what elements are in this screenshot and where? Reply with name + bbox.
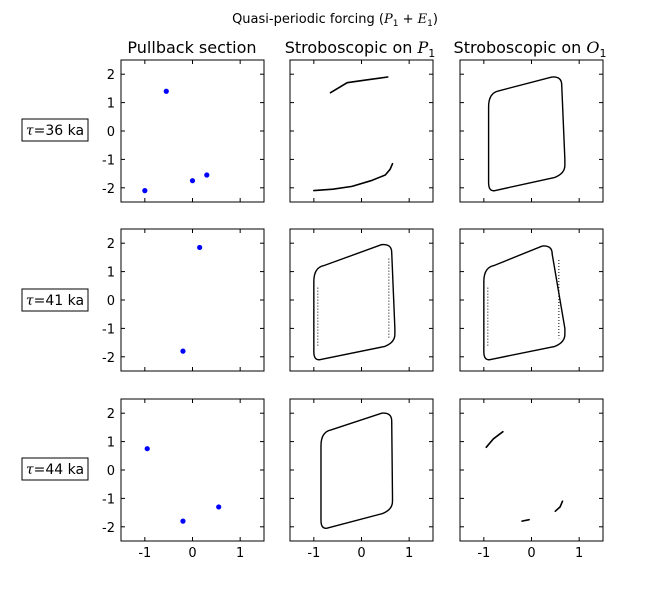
- x-tick-label: 1: [236, 546, 244, 561]
- data-point: [163, 88, 169, 94]
- figure-title: Quasi-periodic forcing (P1 + E1): [232, 12, 438, 29]
- y-tick-label: -1: [102, 153, 115, 168]
- panel-r1-c0: 2 1 0 -1 -2: [102, 228, 265, 372]
- axes-frame: [120, 398, 265, 542]
- axes-frame: [289, 59, 434, 203]
- x-tick-label: -1: [477, 546, 490, 561]
- data-point: [142, 188, 148, 194]
- scattered-trajectory: [487, 260, 560, 348]
- y-tick-label: -2: [102, 521, 115, 536]
- y-tick-label: -1: [102, 492, 115, 507]
- y-tick-label: 2: [107, 68, 115, 83]
- y-tick-label: -2: [102, 351, 115, 366]
- panel-r0-c2: [459, 59, 604, 203]
- column-title-pullback: Pullback section: [127, 38, 256, 57]
- axes-frame: [459, 59, 604, 203]
- y-tick-label: 1: [107, 97, 115, 112]
- svg-text:τ=44 ka: τ=44 ka: [26, 462, 84, 478]
- row-label-36: τ=36 ka: [21, 118, 89, 142]
- y-tick-label: -2: [102, 182, 115, 197]
- svg-text:τ=36 ka: τ=36 ka: [26, 123, 84, 139]
- data-point: [204, 172, 210, 178]
- row-label-44: τ=44 ka: [21, 457, 89, 481]
- panel-r0-c0: 2 1 0 -1 -2: [102, 59, 265, 203]
- panel-grid: 2 1 0 -1 -2 2 1 0 -1 -2 -1 0 1 2 1 0 -1 -2 -1 0 1 -1 0 1: [102, 59, 604, 561]
- panel-r2-c1: -1 0 1: [289, 398, 434, 561]
- data-point: [180, 348, 186, 354]
- x-tick-label: -1: [307, 546, 320, 561]
- x-tick-label: -1: [138, 546, 151, 561]
- panel-r1-c2: [459, 228, 604, 372]
- trajectory-segment: [485, 430, 504, 449]
- trajectory-loop: [483, 245, 566, 361]
- axes-frame: [120, 228, 265, 372]
- trajectory-segment: [313, 162, 394, 192]
- y-tick-label: 2: [107, 237, 115, 252]
- y-tick-label: 0: [107, 294, 115, 309]
- x-tick-label: 0: [527, 546, 535, 561]
- x-tick-label: 1: [405, 546, 413, 561]
- y-tick-label: 1: [107, 266, 115, 281]
- data-point: [197, 244, 203, 251]
- scattered-trajectory: [317, 258, 390, 348]
- svg-text:τ=41 ka: τ=41 ka: [26, 293, 84, 309]
- axes-frame: [289, 398, 434, 542]
- y-tick-label: 0: [107, 125, 115, 140]
- y-tick-label: 2: [107, 407, 115, 422]
- panel-r0-c1: [289, 59, 434, 203]
- trajectory-loop: [313, 243, 396, 361]
- data-point: [180, 518, 186, 524]
- x-tick-label: 1: [575, 546, 583, 561]
- trajectory-loop: [320, 412, 394, 530]
- axes-frame: [289, 228, 434, 372]
- y-tick-label: 0: [107, 464, 115, 479]
- y-tick-label: 1: [107, 436, 115, 451]
- x-tick-label: 0: [188, 546, 196, 561]
- trajectory-segment: [329, 76, 389, 94]
- data-point: [216, 504, 222, 510]
- axes-frame: [459, 398, 604, 542]
- column-title-stroboscopic-o1: Stroboscopic on O1: [454, 38, 607, 60]
- data-point: [144, 446, 150, 452]
- trajectory-loop: [487, 76, 566, 192]
- panel-r1-c1: [289, 228, 434, 372]
- row-label-41: τ=41 ka: [21, 288, 89, 312]
- column-title-stroboscopic-p1: Stroboscopic on P1: [285, 38, 436, 60]
- x-tick-label: 0: [357, 546, 365, 561]
- data-point: [189, 178, 196, 184]
- trajectory-segment: [554, 500, 564, 512]
- y-tick-label: -1: [102, 322, 115, 337]
- trajectory-segment: [521, 518, 530, 522]
- panel-r2-c2: -1 0 1: [459, 398, 604, 561]
- panel-r2-c0: -1 0 1 2 1 0 -1 -2: [102, 398, 265, 561]
